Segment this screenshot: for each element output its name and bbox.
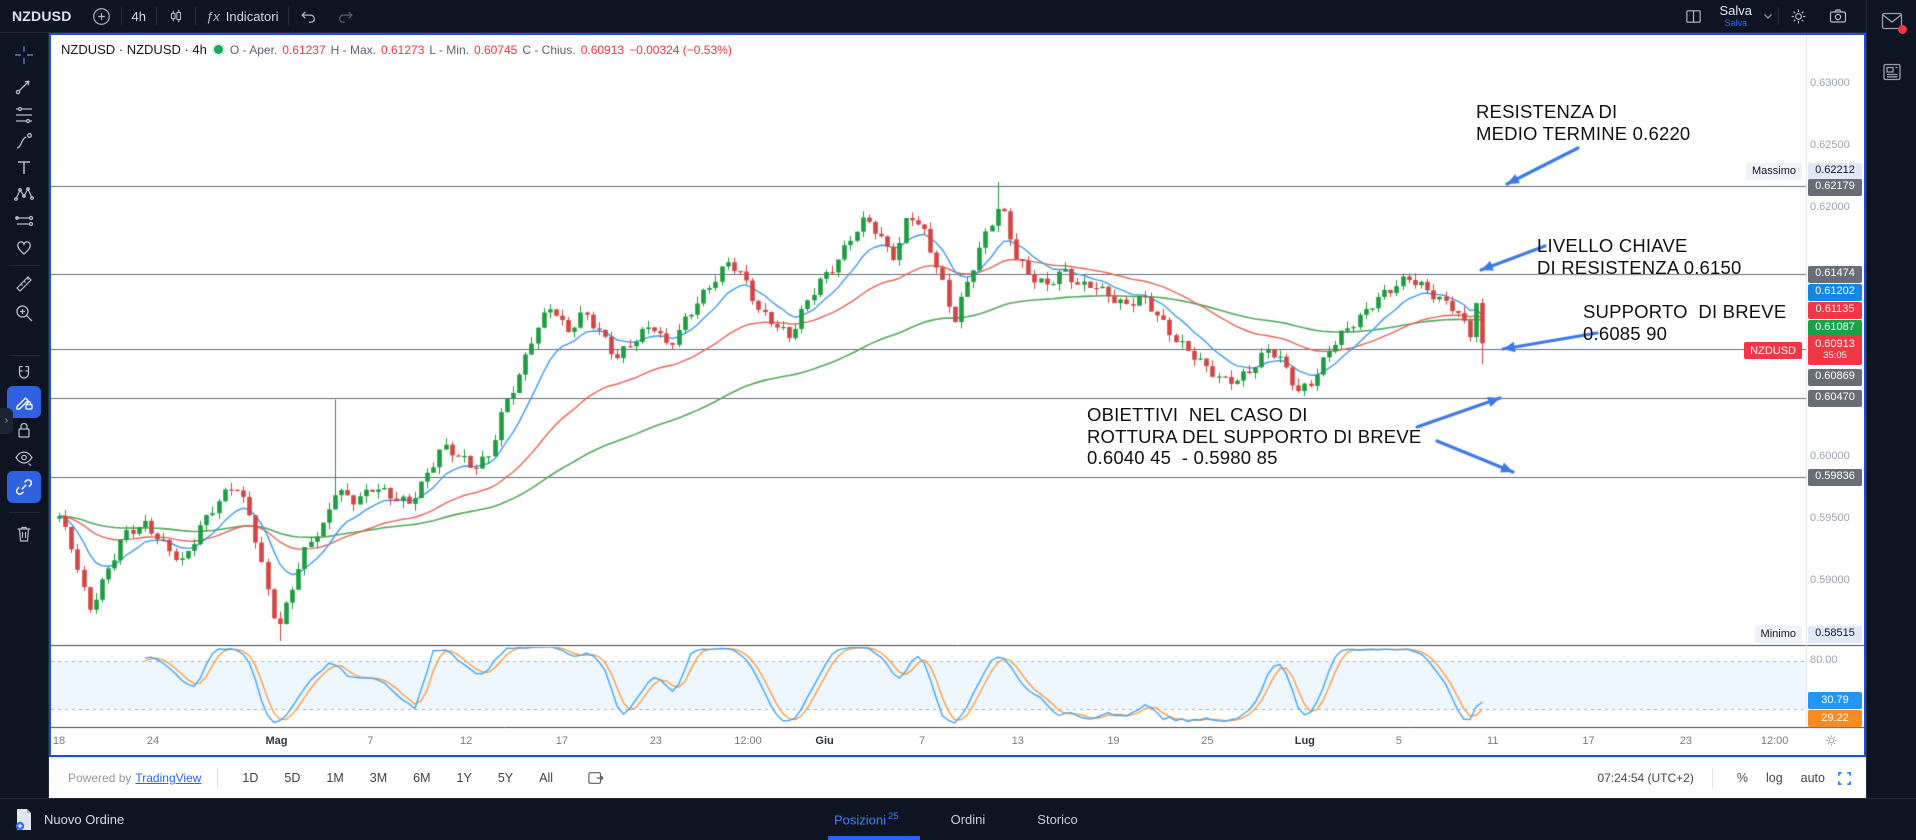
chart-bottom-toolbar: Powered by TradingView 1D 5D 1M 3M 6M 1Y 5Y All… — [49, 757, 1866, 798]
settings-gear-icon[interactable] — [1779, 0, 1818, 32]
save-button[interactable]: Salva Salva — [1713, 4, 1758, 28]
range-button-all[interactable]: All — [539, 771, 554, 785]
zoom-in-tool[interactable] — [7, 298, 41, 328]
auto-scale-button[interactable]: auto — [1800, 771, 1825, 785]
compare-add-icon[interactable] — [82, 0, 121, 32]
lock-all-drawings-tool[interactable] — [7, 415, 41, 445]
ohlc-value: 0.61237 — [282, 42, 326, 57]
toolbar-divider — [217, 768, 219, 788]
trading-panel-bar: Nuovo Ordine Posizioni 25 Ordini Storico — [0, 798, 1916, 840]
toolbar-divider — [1778, 7, 1779, 25]
tab-ordini[interactable]: Ordini — [950, 812, 986, 827]
measure-ruler-tool[interactable] — [7, 269, 41, 299]
watchlist-expand-handle[interactable]: › — [0, 408, 13, 434]
maximize-icon[interactable] — [1837, 771, 1852, 786]
indicators-button[interactable]: ƒx Indicatori — [196, 0, 288, 32]
toolbar-divider — [9, 355, 40, 356]
legend-ohlc: O - Aper. 0.61237 H - Max. 0.61273 L - Min. 0… — [230, 43, 732, 57]
legend-symbol-title[interactable]: NZDUSD · NZDUSD · 4h — [61, 42, 207, 57]
indicators-label: Indicatori — [225, 8, 279, 24]
notification-badge — [1897, 25, 1907, 34]
fx-icon: ƒx — [206, 8, 220, 24]
undo-icon[interactable] — [289, 0, 327, 32]
icons-heart-tool[interactable] — [7, 232, 41, 262]
magnet-tool[interactable] — [7, 359, 41, 389]
range-button-5y[interactable]: 5Y — [497, 771, 514, 785]
powered-by-label: Powered by — [68, 771, 132, 785]
top-toolbar: NZDUSD 4h ƒx Indicatori Salva Salva — [0, 0, 1866, 33]
text-tool[interactable] — [7, 153, 41, 183]
date-range-buttons: 1D 5D 1M 3M 6M 1Y 5Y All — [234, 767, 561, 789]
range-button-1y[interactable]: 1Y — [456, 771, 472, 785]
legend-change: −0.00324 (−0.53%) — [629, 42, 732, 57]
log-scale-button[interactable]: log — [1765, 771, 1783, 785]
ohlc-value: 0.61273 — [381, 42, 425, 57]
toolbar-divider — [9, 265, 40, 266]
toolbar-divider — [120, 7, 122, 25]
range-button-6m[interactable]: 6M — [413, 771, 431, 785]
active-tab-underline — [828, 836, 920, 840]
redo-icon[interactable] — [327, 0, 365, 32]
go-to-date-icon[interactable] — [579, 766, 613, 790]
price-chart-canvas[interactable] — [51, 35, 1864, 755]
new-order-doc-icon — [15, 808, 31, 830]
fib-retracement-tool[interactable] — [7, 100, 41, 130]
brush-tool[interactable] — [7, 127, 41, 157]
chart-legend: NZDUSD · NZDUSD · 4h O - Aper. 0.61237 H -… — [61, 42, 732, 57]
tradingview-link[interactable]: TradingView — [135, 771, 202, 785]
layout-icon[interactable] — [1674, 0, 1713, 32]
screenshot-camera-icon[interactable] — [1818, 0, 1858, 32]
save-sublabel: Salva — [1724, 18, 1747, 28]
ohlc-key: C - Chius. — [522, 42, 576, 57]
ohlc-key: H - Max. — [330, 42, 376, 57]
tab-badge: 25 — [888, 811, 899, 823]
xabcd-pattern-tool[interactable] — [7, 179, 41, 209]
range-button-3m[interactable]: 3M — [369, 771, 388, 785]
clock-label[interactable]: 07:24:54 (UTC+2) — [1597, 771, 1694, 785]
percent-scale-button[interactable]: % — [1736, 771, 1748, 785]
remove-drawings-trash-tool[interactable] — [7, 519, 41, 549]
save-label: Salva — [1719, 3, 1752, 18]
range-button-1m[interactable]: 1M — [326, 771, 344, 785]
news-panel-icon[interactable] — [1881, 62, 1903, 82]
symbol-button[interactable]: NZDUSD — [12, 8, 72, 24]
ohlc-value: 0.60745 — [473, 42, 518, 57]
toolbar-divider — [9, 512, 40, 513]
crosshair-tool[interactable] — [7, 40, 41, 70]
toolbar-divider — [195, 7, 196, 25]
drawing-mode-lock-tool[interactable] — [7, 386, 41, 418]
chart-style-icon[interactable] — [157, 0, 195, 32]
new-order-button[interactable]: Nuovo Ordine — [0, 808, 124, 832]
range-button-1d[interactable]: 1D — [242, 771, 259, 785]
toolbar-divider — [156, 7, 157, 25]
timeframe-button[interactable]: 4h — [131, 8, 146, 24]
panel-tabs: Posizioni 25 Ordini Storico — [830, 799, 1082, 840]
toolbar-divider — [288, 7, 290, 25]
market-open-dot-icon — [213, 45, 223, 54]
hide-all-drawings-eye-tool[interactable] — [7, 443, 41, 473]
toolbar-divider — [1711, 768, 1713, 788]
trend-line-tool[interactable] — [7, 71, 41, 101]
ohlc-key: O - Aper. — [229, 42, 278, 57]
save-chevron-down-icon[interactable] — [1758, 0, 1778, 32]
chart-widget: NZDUSD · NZDUSD · 4h O - Aper. 0.61237 H -… — [49, 33, 1866, 757]
ohlc-key: L - Min. — [429, 42, 469, 57]
sync-drawings-link-tool[interactable] — [7, 471, 41, 503]
right-sidebar — [1866, 0, 1916, 798]
range-button-5d[interactable]: 5D — [284, 771, 301, 785]
tab-posizioni[interactable]: Posizioni 25 — [834, 811, 899, 828]
prediction-tool[interactable] — [7, 206, 41, 236]
inbox-envelope-icon[interactable] — [1881, 12, 1907, 34]
new-order-label: Nuovo Ordine — [44, 812, 125, 827]
ohlc-value: 0.60913 — [580, 42, 625, 57]
tab-storico[interactable]: Storico — [1037, 812, 1078, 827]
